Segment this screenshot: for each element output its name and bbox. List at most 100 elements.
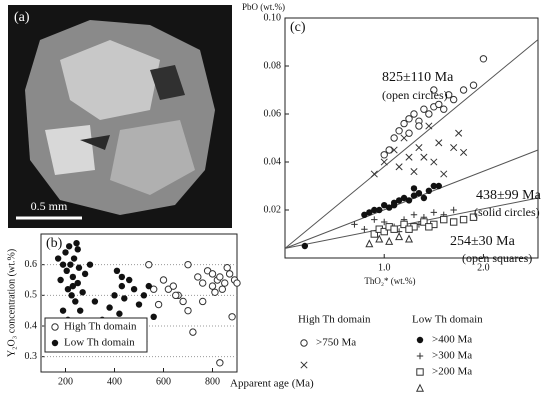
legend-label: >300 Ma: [432, 350, 472, 362]
point: [63, 267, 70, 274]
legend-label: >200 Ma: [432, 366, 472, 378]
point: [430, 182, 438, 190]
point: [415, 144, 423, 152]
point: [216, 273, 224, 281]
point: [420, 218, 428, 226]
point: [420, 194, 428, 202]
point: [73, 240, 80, 247]
point: [390, 225, 398, 233]
point: [385, 146, 393, 154]
point: [371, 206, 378, 214]
point: [199, 279, 207, 287]
point: [118, 273, 126, 281]
point: [405, 225, 413, 233]
legend-title: High Th domain: [298, 314, 371, 326]
point: [445, 91, 453, 99]
point: [91, 298, 99, 305]
point: [395, 127, 403, 135]
panel-label: (b): [46, 236, 63, 251]
y-tick-label: 0.06: [264, 108, 282, 119]
point: [376, 206, 383, 214]
point: [77, 307, 84, 314]
y-tick-label: 0.02: [264, 204, 282, 215]
line-sublabel: (solid circles): [474, 205, 540, 219]
x-axis-label: ThO₂* (wt.%): [364, 276, 415, 286]
point: [184, 306, 192, 315]
point: [216, 359, 224, 367]
point: [410, 185, 418, 192]
point: [375, 234, 384, 243]
point: [400, 220, 408, 229]
point: [69, 273, 77, 281]
point: [440, 105, 448, 113]
point: [395, 197, 403, 204]
point: [420, 105, 428, 113]
point: [361, 211, 368, 218]
x-axis-label: Apparent age (Ma): [230, 378, 314, 390]
point: [450, 144, 458, 152]
point: [469, 213, 478, 221]
point: [64, 286, 72, 293]
legend-label: High Th domain: [64, 321, 137, 333]
point: [74, 279, 81, 287]
line-sublabel: (open squares): [462, 251, 532, 265]
point: [184, 260, 192, 269]
point: [449, 95, 458, 104]
point: [410, 168, 418, 176]
point: [67, 261, 74, 268]
point: [449, 218, 458, 226]
point: [113, 267, 121, 274]
legend-label: Low Th domain: [64, 337, 135, 349]
point: [301, 242, 309, 250]
point: [135, 301, 143, 308]
point: [121, 295, 128, 302]
point: [371, 216, 378, 223]
point: [300, 361, 308, 369]
point: [118, 282, 126, 290]
point: [430, 158, 438, 166]
scale-bar-label: 0.5 mm: [31, 199, 68, 213]
point: [223, 264, 231, 272]
point: [435, 139, 443, 147]
x-tick-label: 200: [58, 376, 73, 387]
point: [159, 276, 168, 284]
y-tick-label: 0.10: [264, 12, 282, 23]
point: [75, 264, 83, 271]
point: [59, 261, 67, 268]
point: [72, 298, 79, 305]
grain-domain: [45, 125, 95, 175]
point: [400, 194, 408, 202]
grain-image: (a) 0.5 mm: [8, 5, 232, 228]
point: [416, 352, 424, 360]
point: [405, 234, 414, 243]
point: [435, 182, 442, 190]
point: [400, 119, 408, 128]
point: [370, 170, 378, 178]
image-label: (a): [14, 10, 30, 25]
point: [390, 146, 398, 154]
y-tick-label: 0.08: [264, 60, 282, 71]
point: [405, 153, 413, 161]
panel-label: (c): [290, 20, 306, 35]
point: [420, 153, 428, 161]
point: [381, 218, 388, 226]
point: [460, 148, 468, 156]
point: [455, 129, 463, 137]
point: [199, 297, 207, 306]
point: [405, 197, 413, 204]
point: [54, 255, 62, 262]
point: [211, 288, 219, 296]
grain-domain: [150, 65, 185, 100]
point: [62, 249, 69, 256]
point: [154, 300, 163, 309]
point: [228, 313, 236, 321]
point: [410, 192, 418, 199]
point: [410, 110, 418, 118]
point: [79, 289, 86, 296]
point: [459, 86, 468, 94]
y-axis-label: Y₂O₃ concentration (wt.%): [6, 249, 17, 357]
point: [169, 282, 178, 290]
point: [440, 170, 448, 178]
point: [390, 202, 398, 209]
point: [395, 232, 404, 241]
